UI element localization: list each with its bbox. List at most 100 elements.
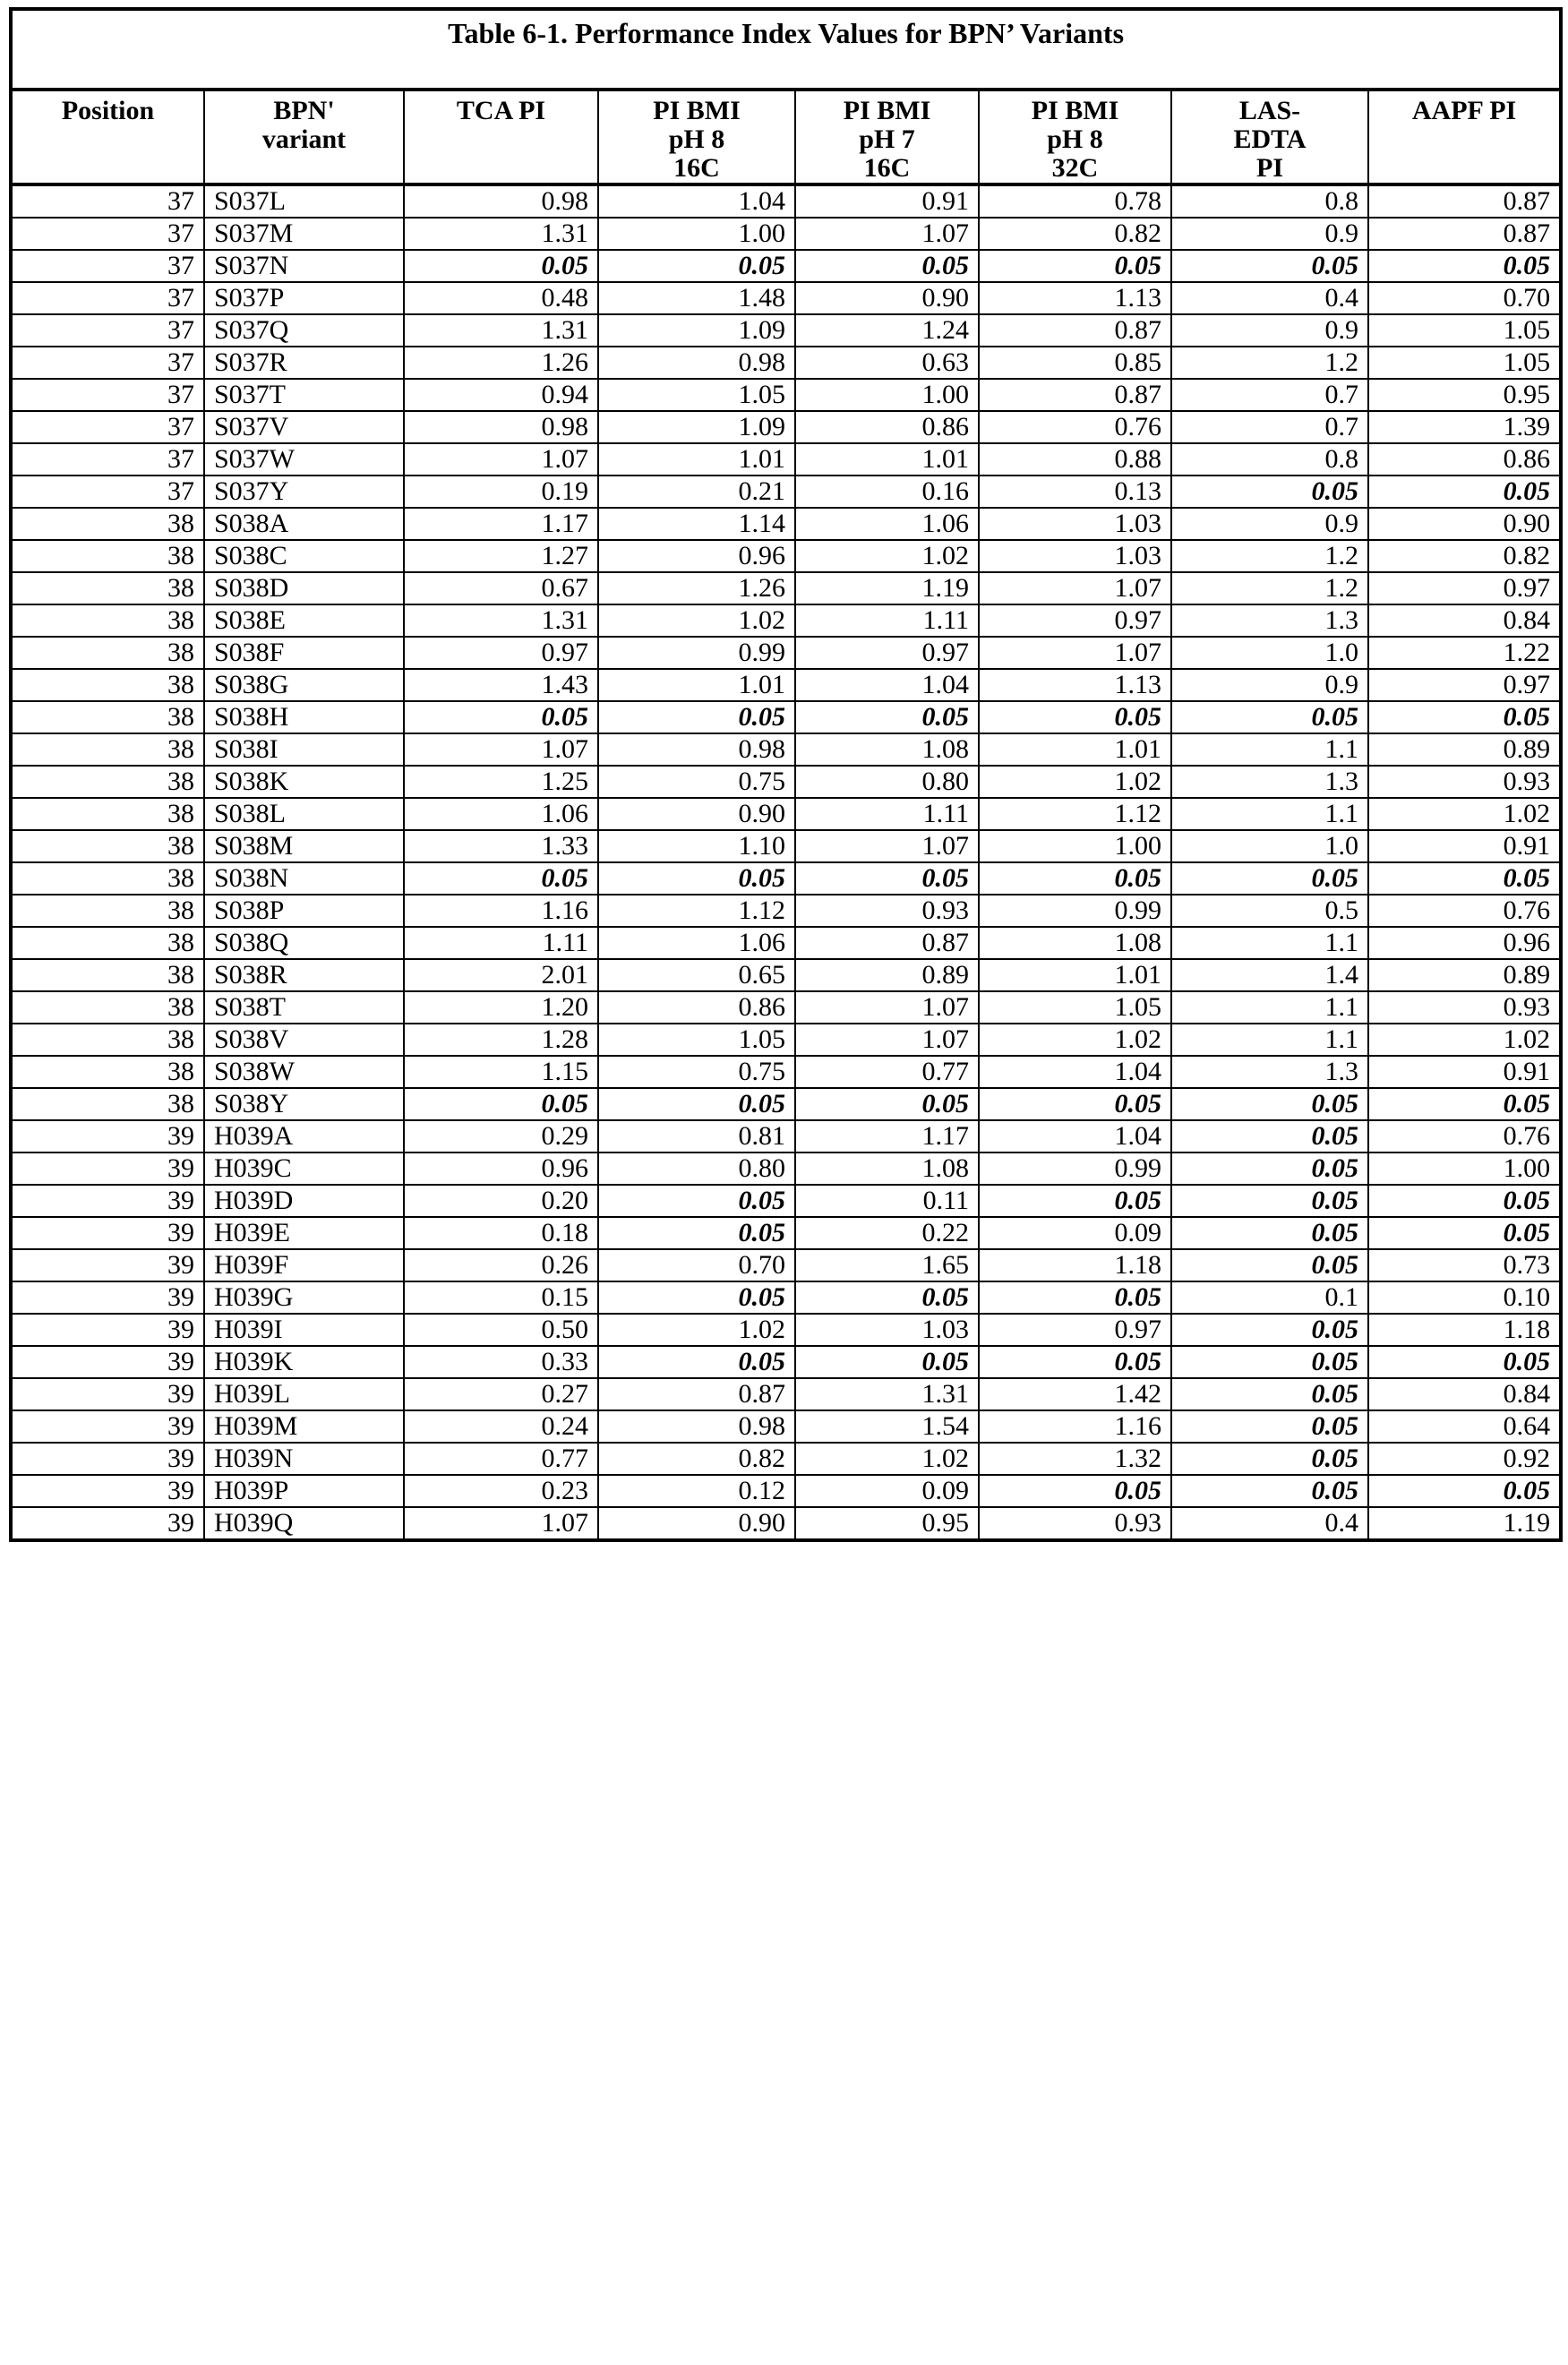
cell-bmi7_16: 1.31 [795,1378,979,1410]
table-row: 38S038D0.671.261.191.071.20.97 [11,572,1561,604]
column-header-line: AAPF PI [1378,97,1550,125]
cell-bmi7_16: 0.22 [795,1217,979,1249]
cell-bmi8_16: 0.86 [598,991,795,1024]
cell-lasedta: 0.9 [1171,669,1368,701]
cell-variant: S038N [204,862,404,895]
cell-bmi8_32: 1.12 [979,798,1171,830]
cell-bmi7_16: 0.86 [795,411,979,443]
cell-bmi7_16: 0.05 [795,1346,979,1378]
cell-bmi8_16: 1.06 [598,927,795,959]
cell-bmi8_32: 1.03 [979,540,1171,572]
cell-bmi7_16: 1.24 [795,314,979,347]
cell-position: 38 [11,798,204,830]
cell-position: 38 [11,637,204,669]
cell-aapf: 0.93 [1368,766,1561,798]
cell-bmi8_32: 0.05 [979,1281,1171,1314]
cell-aapf: 0.91 [1368,830,1561,862]
cell-lasedta: 1.1 [1171,798,1368,830]
cell-tca: 1.11 [404,927,598,959]
cell-bmi8_32: 0.87 [979,314,1171,347]
column-header-line: 32C [989,154,1161,183]
cell-bmi7_16: 0.05 [795,1281,979,1314]
cell-lasedta: 1.1 [1171,1024,1368,1056]
table-row: 39H039N0.770.821.021.320.050.92 [11,1443,1561,1475]
cell-lasedta: 0.1 [1171,1281,1368,1314]
cell-position: 38 [11,927,204,959]
cell-variant: S038Y [204,1088,404,1120]
table-row: 37S037R1.260.980.630.851.21.05 [11,347,1561,379]
cell-aapf: 0.05 [1368,1475,1561,1507]
table-body: 37S037L0.981.040.910.780.80.8737S037M1.3… [11,184,1561,1540]
performance-index-table: Table 6-1. Performance Index Values for … [9,7,1563,1542]
table-row: 38S038A1.171.141.061.030.90.90 [11,508,1561,540]
cell-lasedta: 0.05 [1171,862,1368,895]
cell-tca: 0.23 [404,1475,598,1507]
cell-lasedta: 1.4 [1171,959,1368,991]
cell-lasedta: 0.05 [1171,1088,1368,1120]
cell-lasedta: 0.7 [1171,379,1368,411]
cell-variant: S038C [204,540,404,572]
cell-lasedta: 0.9 [1171,508,1368,540]
cell-bmi8_32: 0.97 [979,1314,1171,1346]
cell-aapf: 0.05 [1368,1088,1561,1120]
table-row: 38S038P1.161.120.930.990.50.76 [11,895,1561,927]
cell-aapf: 0.90 [1368,508,1561,540]
table-row: 37S037V0.981.090.860.760.71.39 [11,411,1561,443]
cell-lasedta: 1.2 [1171,540,1368,572]
cell-position: 37 [11,443,204,476]
cell-aapf: 1.05 [1368,314,1561,347]
cell-variant: H039D [204,1185,404,1217]
column-header-line: 16C [608,154,785,183]
cell-lasedta: 0.05 [1171,250,1368,282]
table-row: 38S038Y0.050.050.050.050.050.05 [11,1088,1561,1120]
cell-bmi8_32: 1.07 [979,637,1171,669]
cell-tca: 1.31 [404,604,598,637]
table-row: 39H039C0.960.801.080.990.051.00 [11,1153,1561,1185]
table-row: 37S037W1.071.011.010.880.80.86 [11,443,1561,476]
column-header-line: PI [1181,154,1358,183]
cell-bmi7_16: 1.07 [795,1024,979,1056]
cell-position: 38 [11,701,204,733]
cell-bmi8_32: 1.04 [979,1120,1171,1153]
cell-tca: 0.94 [404,379,598,411]
table-row: 38S038R2.010.650.891.011.40.89 [11,959,1561,991]
cell-variant: H039A [204,1120,404,1153]
cell-tca: 1.07 [404,443,598,476]
cell-aapf: 1.00 [1368,1153,1561,1185]
cell-bmi8_32: 1.02 [979,1024,1171,1056]
cell-bmi8_16: 0.87 [598,1378,795,1410]
cell-lasedta: 0.05 [1171,1153,1368,1185]
table-row: 38S038Q1.111.060.871.081.10.96 [11,927,1561,959]
table-row: 37S037M1.311.001.070.820.90.87 [11,218,1561,250]
cell-aapf: 0.05 [1368,701,1561,733]
cell-tca: 1.15 [404,1056,598,1088]
cell-position: 38 [11,508,204,540]
cell-bmi7_16: 0.09 [795,1475,979,1507]
cell-aapf: 0.64 [1368,1410,1561,1443]
cell-tca: 0.33 [404,1346,598,1378]
cell-bmi8_16: 0.98 [598,347,795,379]
cell-position: 38 [11,895,204,927]
cell-position: 39 [11,1378,204,1410]
cell-bmi8_32: 1.00 [979,830,1171,862]
cell-position: 37 [11,282,204,314]
cell-aapf: 0.05 [1368,1346,1561,1378]
cell-lasedta: 0.05 [1171,1314,1368,1346]
cell-bmi8_32: 1.01 [979,959,1171,991]
cell-bmi8_16: 1.14 [598,508,795,540]
cell-variant: S037Q [204,314,404,347]
cell-tca: 0.19 [404,476,598,508]
column-header-line: Position [21,97,194,125]
table-row: 39H039P0.230.120.090.050.050.05 [11,1475,1561,1507]
cell-lasedta: 0.4 [1171,282,1368,314]
cell-variant: S038W [204,1056,404,1088]
cell-lasedta: 0.05 [1171,1346,1368,1378]
cell-bmi8_32: 1.13 [979,669,1171,701]
cell-lasedta: 1.2 [1171,572,1368,604]
column-header-bmi8_32: PI BMIpH 832C [979,90,1171,184]
cell-bmi7_16: 1.07 [795,991,979,1024]
cell-bmi7_16: 1.11 [795,798,979,830]
cell-bmi8_32: 1.05 [979,991,1171,1024]
table-row: 38S038E1.311.021.110.971.30.84 [11,604,1561,637]
cell-aapf: 0.93 [1368,991,1561,1024]
